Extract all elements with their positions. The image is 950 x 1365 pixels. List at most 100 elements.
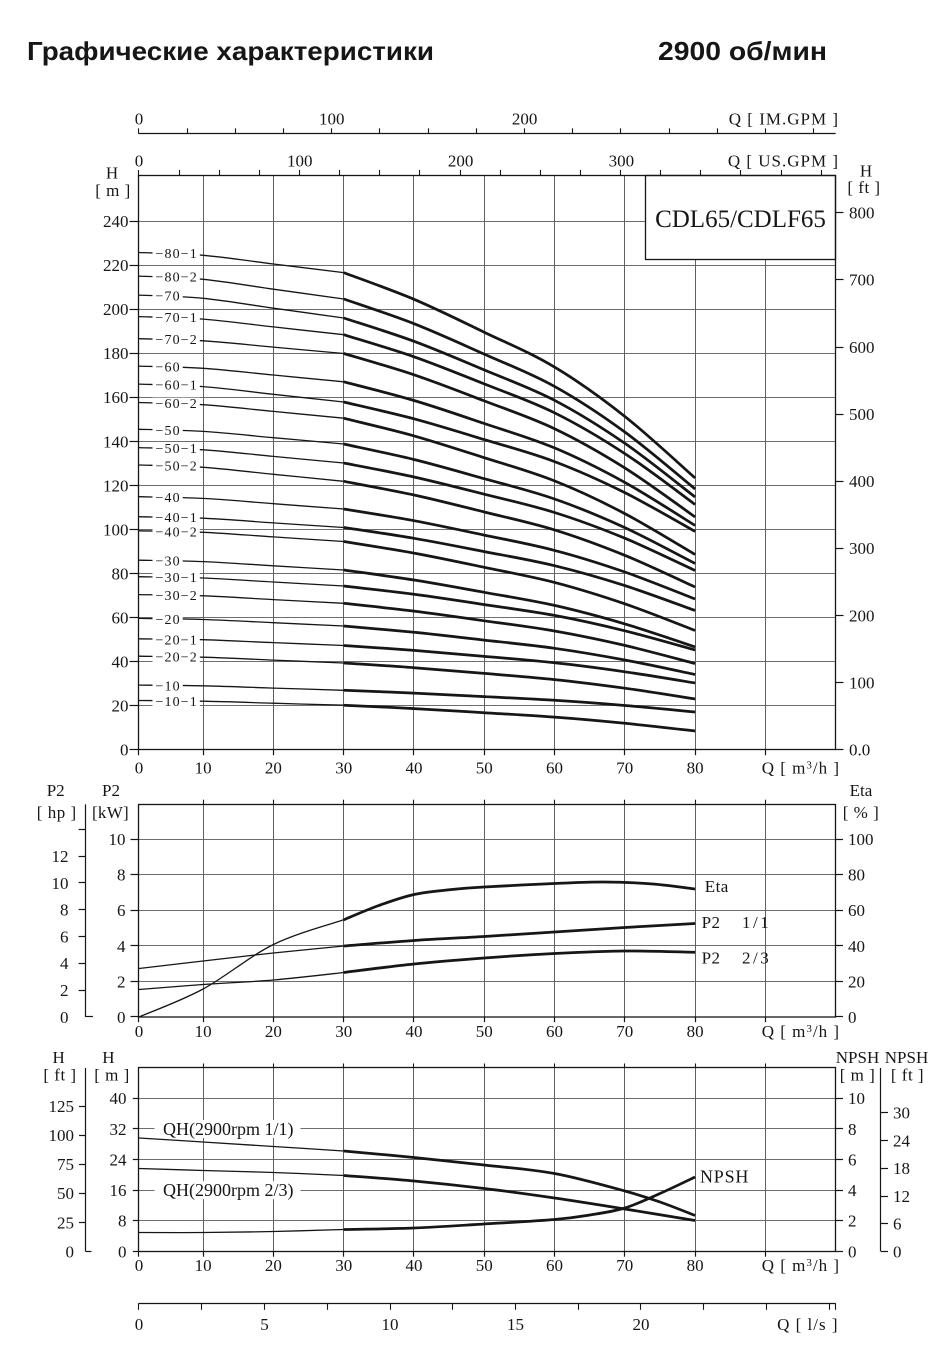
svg-text:120: 120: [103, 476, 129, 495]
svg-text:−50−2: −50−2: [156, 460, 198, 475]
svg-text:50: 50: [476, 1256, 493, 1275]
svg-text:200: 200: [103, 300, 129, 319]
svg-text:−70−1: −70−1: [156, 311, 198, 326]
svg-text:15: 15: [507, 1315, 524, 1334]
svg-text:8: 8: [60, 901, 69, 920]
svg-text:80: 80: [687, 1256, 704, 1275]
svg-text:30: 30: [335, 1256, 352, 1275]
svg-text:30: 30: [893, 1104, 910, 1123]
svg-text:10: 10: [195, 759, 212, 778]
svg-text:0: 0: [117, 1008, 126, 1027]
svg-text:−30−2: −30−2: [156, 589, 198, 604]
svg-text:30: 30: [335, 759, 352, 778]
svg-text:20: 20: [265, 1022, 282, 1041]
svg-text:24: 24: [110, 1150, 128, 1169]
svg-text:Q [ IM.GPM ]: Q [ IM.GPM ]: [729, 110, 839, 129]
svg-text:[ hp ]: [ hp ]: [37, 803, 77, 822]
svg-text:0.0: 0.0: [849, 741, 870, 760]
svg-text:700: 700: [849, 271, 875, 290]
svg-text:NPSH: NPSH: [836, 1048, 879, 1067]
svg-text:0: 0: [135, 152, 144, 171]
svg-text:16: 16: [110, 1181, 127, 1200]
svg-text:4: 4: [60, 954, 69, 973]
svg-text:−50: −50: [156, 424, 181, 439]
svg-text:220: 220: [103, 256, 129, 275]
svg-text:0: 0: [60, 1008, 69, 1027]
svg-text:0: 0: [66, 1242, 75, 1261]
svg-text:50: 50: [476, 759, 493, 778]
svg-text:10: 10: [848, 1089, 865, 1108]
svg-text:100: 100: [848, 830, 874, 849]
svg-text:Графические характеристики: Графические характеристики: [27, 36, 434, 66]
svg-text:8: 8: [848, 1120, 857, 1139]
svg-text:2900 об/мин: 2900 об/мин: [658, 36, 827, 66]
svg-text:40: 40: [406, 1022, 423, 1041]
svg-text:[ ft ]: [ ft ]: [43, 1066, 76, 1085]
svg-text:H: H: [52, 1048, 64, 1067]
svg-text:4: 4: [848, 1181, 857, 1200]
svg-text:−70−2: −70−2: [156, 333, 198, 348]
svg-text:10: 10: [109, 830, 126, 849]
svg-text:0: 0: [135, 110, 144, 129]
svg-text:600: 600: [849, 338, 875, 357]
svg-text:6: 6: [60, 927, 69, 946]
svg-text:20: 20: [265, 1256, 282, 1275]
svg-text:[ ft ]: [ ft ]: [847, 178, 880, 197]
svg-text:QH(2900rpm 2/3): QH(2900rpm 2/3): [163, 1180, 293, 1201]
svg-text:80: 80: [687, 1022, 704, 1041]
svg-text:2: 2: [848, 1212, 857, 1231]
svg-text:−20−1: −20−1: [156, 633, 198, 648]
svg-text:60: 60: [546, 1256, 563, 1275]
svg-text:300: 300: [609, 152, 635, 171]
svg-text:100: 100: [49, 1126, 75, 1145]
svg-text:−40: −40: [156, 491, 181, 506]
svg-text:400: 400: [849, 472, 875, 491]
svg-text:−30−1: −30−1: [156, 571, 198, 586]
svg-text:QH(2900rpm 1/1): QH(2900rpm 1/1): [163, 1119, 293, 1140]
svg-text:H: H: [860, 162, 872, 181]
svg-text:−40−2: −40−2: [156, 525, 198, 540]
svg-text:CDL65/CDLF65: CDL65/CDLF65: [655, 206, 826, 233]
svg-text:70: 70: [616, 759, 633, 778]
svg-text:20: 20: [265, 759, 282, 778]
svg-text:80: 80: [687, 759, 704, 778]
svg-text:[ % ]: [ % ]: [843, 803, 879, 822]
svg-text:32: 32: [110, 1120, 127, 1139]
svg-text:−10: −10: [156, 680, 181, 695]
svg-text:H: H: [106, 164, 118, 183]
svg-text:8: 8: [117, 866, 126, 885]
svg-text:60: 60: [112, 608, 129, 627]
svg-text:6: 6: [848, 1150, 857, 1169]
svg-text:−10−1: −10−1: [156, 695, 198, 710]
svg-text:200: 200: [512, 110, 538, 129]
svg-text:60: 60: [546, 759, 563, 778]
svg-text:6: 6: [893, 1215, 902, 1234]
svg-text:20: 20: [112, 697, 129, 716]
svg-text:8: 8: [118, 1212, 127, 1231]
svg-text:P2: P2: [702, 949, 721, 968]
svg-text:0: 0: [135, 1256, 144, 1275]
svg-text:200: 200: [448, 152, 474, 171]
svg-text:−80−1: −80−1: [156, 247, 198, 262]
svg-text:5: 5: [260, 1315, 269, 1334]
svg-text:Eta: Eta: [850, 781, 873, 800]
svg-text:60: 60: [546, 1022, 563, 1041]
svg-text:2: 2: [60, 981, 69, 1000]
svg-text:20: 20: [848, 972, 865, 991]
svg-text:0: 0: [893, 1242, 902, 1261]
svg-text:NPSH: NPSH: [700, 1167, 749, 1187]
svg-text:80: 80: [112, 564, 129, 583]
svg-text:6: 6: [117, 901, 126, 920]
svg-text:Eta: Eta: [705, 877, 729, 896]
svg-text:−20: −20: [156, 613, 181, 628]
svg-text:800: 800: [849, 204, 875, 223]
svg-text:1/1: 1/1: [742, 913, 771, 932]
svg-text:0: 0: [848, 1242, 857, 1261]
svg-text:0: 0: [135, 1315, 144, 1334]
svg-text:18: 18: [893, 1159, 910, 1178]
svg-text:0: 0: [118, 1242, 127, 1261]
svg-text:50: 50: [57, 1184, 74, 1203]
svg-text:[ m ]: [ m ]: [840, 1066, 876, 1085]
svg-text:−60−2: −60−2: [156, 397, 198, 412]
svg-text:100: 100: [287, 152, 313, 171]
